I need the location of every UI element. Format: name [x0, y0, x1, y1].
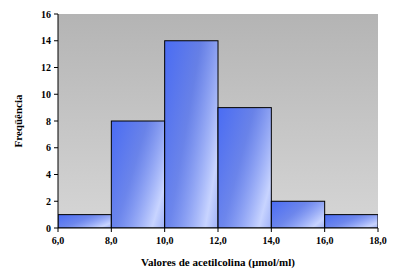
histogram-bar	[218, 108, 271, 228]
x-tick-label: 12,0	[209, 235, 227, 246]
x-tick	[111, 228, 112, 232]
x-tick	[218, 228, 219, 232]
bars	[58, 41, 378, 228]
y-tick-label: 0	[46, 223, 51, 234]
y-tick	[54, 228, 58, 229]
y-tick	[54, 94, 58, 95]
y-tick	[54, 121, 58, 122]
x-tick-label: 6,0	[52, 235, 65, 246]
histogram-bar	[271, 201, 324, 228]
histogram-bar	[58, 215, 111, 228]
x-tick-label: 16,0	[316, 235, 334, 246]
y-tick-label: 6	[46, 142, 51, 153]
y-tick-label: 12	[41, 62, 51, 73]
plot-area	[58, 14, 378, 228]
x-tick-label: 18,0	[369, 235, 387, 246]
x-tick	[271, 228, 272, 232]
histogram-bar	[325, 215, 378, 228]
y-tick-label: 2	[46, 196, 51, 207]
x-tick-label: 14,0	[263, 235, 281, 246]
x-tick	[164, 228, 165, 232]
x-tick	[324, 228, 325, 232]
y-tick	[54, 174, 58, 175]
x-tick-label: 10,0	[156, 235, 174, 246]
y-tick	[54, 147, 58, 148]
y-tick	[54, 40, 58, 41]
x-tick-label: 8,0	[105, 235, 118, 246]
y-tick-label: 10	[41, 89, 51, 100]
y-tick-label: 4	[46, 169, 51, 180]
histogram-bar	[165, 41, 218, 228]
y-tick-label: 16	[41, 9, 51, 20]
x-tick	[378, 228, 379, 232]
x-axis-label: Valores de acetilcolina (µmol/ml)	[141, 256, 295, 269]
y-tick	[54, 14, 58, 15]
y-tick-label: 8	[46, 116, 51, 127]
y-tick	[54, 67, 58, 68]
histogram-bar	[111, 121, 164, 228]
y-tick-label: 14	[41, 35, 51, 46]
y-axis-label: Freqüência	[12, 94, 24, 147]
y-tick	[54, 201, 58, 202]
chart-container: 0 2 4 6 8 10 12 14 16 6,0 8,0 10,0 12,0 14,0 16,0 18,0 V…	[0, 0, 414, 276]
chart-svg: 0 2 4 6 8 10 12 14 16 6,0 8,0 10,0 12,0 14,0 16,0 18,0 V…	[0, 0, 414, 276]
x-tick	[58, 228, 59, 232]
